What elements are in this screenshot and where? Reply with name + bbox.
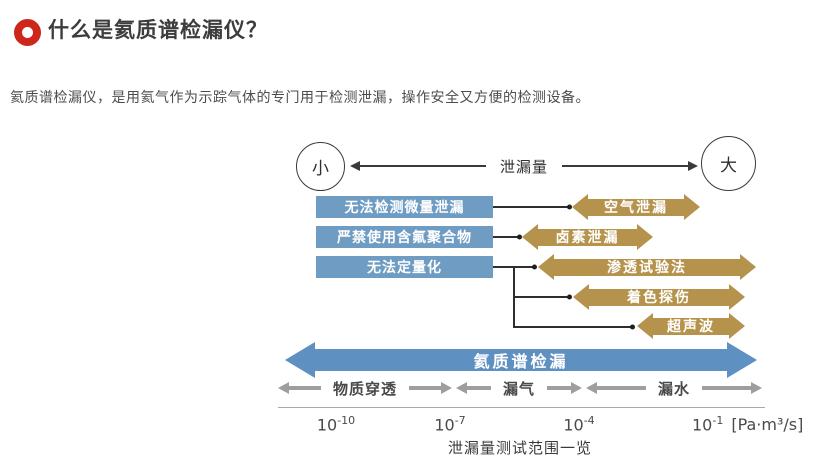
range-line — [547, 386, 572, 390]
arrowhead-left-icon — [572, 194, 588, 220]
method-arrow-label: 空气泄漏 — [588, 198, 684, 216]
method-arrow-ultrasonic: 超声波 — [637, 313, 745, 339]
scale-large-circle: 大 — [701, 136, 756, 191]
arrowhead-right-icon — [688, 161, 699, 171]
range-line — [702, 386, 752, 390]
description-text: 氦质谱检漏仪，是用氦气作为示踪气体的专门用于检测泄漏，操作安全又方便的检测设备。 — [10, 90, 590, 106]
scale-axis-label: 泄漏量 — [500, 157, 549, 176]
range-line — [467, 386, 491, 390]
range-label: 漏水 — [658, 379, 691, 398]
method-arrow-permeation-test: 渗透试验法 — [538, 254, 756, 280]
range-line — [597, 386, 646, 390]
connector-line — [493, 206, 570, 208]
method-arrow-air-leak: 空气泄漏 — [572, 194, 700, 220]
arrowhead-right-icon — [571, 382, 583, 394]
helium-leak-detection-arrow: 氦质谱检漏 — [285, 342, 757, 378]
arrowhead-right-icon — [684, 194, 700, 220]
range-material-penetration: 物质穿透 — [278, 379, 453, 398]
arrowhead-right-icon — [751, 382, 763, 394]
range-label: 漏气 — [503, 379, 536, 398]
page-title: 什么是氦质谱检漏仪？ — [48, 18, 268, 42]
connector-line — [513, 296, 570, 298]
arrowhead-right-icon — [637, 224, 653, 250]
axis-unit: [Pa·m³/s] — [731, 415, 804, 435]
connector-line — [493, 236, 520, 238]
arrowhead-left-icon — [586, 382, 597, 394]
method-arrow-label: 卤素泄漏 — [538, 228, 637, 246]
method-arrow-label: 渗透试验法 — [554, 258, 740, 276]
arrowhead-left-icon — [285, 342, 315, 378]
range-line — [289, 386, 321, 390]
arrowhead-left-icon — [573, 284, 589, 310]
method-arrow-label: 超声波 — [653, 317, 729, 335]
arrowhead-left-icon — [637, 313, 653, 339]
axis-tick: 10-7 — [434, 414, 466, 435]
arrowhead-left-icon — [278, 382, 289, 394]
bullet-ring-icon — [14, 19, 41, 46]
arrowhead-right-icon — [729, 284, 745, 310]
connector-line — [493, 266, 535, 268]
limitation-box: 无法定量化 — [316, 256, 493, 278]
method-arrow-halogen-leak: 卤素泄漏 — [522, 224, 653, 250]
arrowhead-right-icon — [727, 342, 757, 378]
connector-line — [513, 326, 633, 328]
method-arrow-label: 着色探伤 — [589, 288, 729, 306]
arrowhead-left-icon — [456, 382, 467, 394]
method-arrow-dye-penetrant: 着色探伤 — [573, 284, 745, 310]
range-line — [409, 386, 442, 390]
helium-arrow-label: 氦质谱检漏 — [315, 349, 727, 371]
arrowhead-left-icon — [522, 224, 538, 250]
arrowhead-left-icon — [538, 254, 554, 280]
limitation-box: 严禁使用含氟聚合物 — [316, 226, 493, 248]
axis-tick: 10-4 — [563, 414, 595, 435]
scale-small-circle: 小 — [296, 142, 345, 191]
axis-tick: 10-10 — [316, 414, 356, 435]
limitation-box: 无法检测微量泄漏 — [316, 196, 493, 218]
arrowhead-right-icon — [740, 254, 756, 280]
arrowhead-right-icon — [441, 382, 453, 394]
axis-line — [278, 407, 765, 408]
axis-tick-with-unit: 10-1 [Pa·m³/s] — [692, 414, 804, 435]
range-label: 物质穿透 — [333, 379, 398, 398]
scale-line-right — [562, 165, 689, 167]
diagram-caption: 泄漏量测试范围一览 — [447, 439, 592, 457]
leak-amount-scale-arrow: 泄漏量 — [350, 155, 699, 177]
range-gas-leak: 漏气 — [456, 379, 583, 398]
arrowhead-right-icon — [729, 313, 745, 339]
arrowhead-left-icon — [350, 161, 360, 171]
range-water-leak: 漏水 — [586, 379, 763, 398]
scale-line-left — [360, 165, 486, 167]
